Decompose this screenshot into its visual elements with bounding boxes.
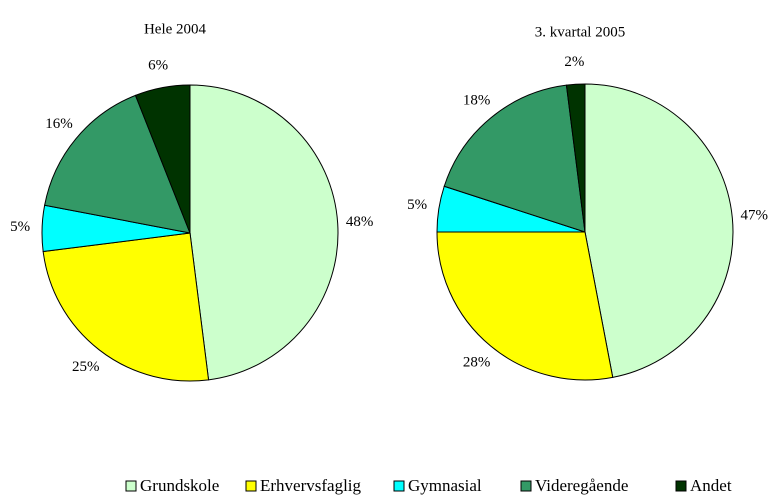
legend-swatch (125, 480, 137, 492)
data-label: 5% (407, 197, 427, 213)
data-label: 2% (564, 54, 584, 70)
legend-label: Gymnasial (408, 476, 482, 495)
pie-slice (443, 84, 586, 233)
pie-slice (584, 83, 734, 378)
legend-swatch (675, 480, 687, 492)
legend-label: Andet (690, 476, 732, 495)
pie-slice (134, 84, 191, 234)
legend-label: Videregående (535, 476, 628, 495)
pie-slice (565, 83, 586, 233)
pie-slice (44, 94, 191, 234)
pie-slice (436, 231, 614, 381)
legend-label: Grundskole (140, 476, 219, 495)
data-label: 5% (10, 219, 30, 235)
legend-swatch (520, 480, 532, 492)
pie-slice (42, 232, 210, 382)
data-label: 25% (72, 359, 100, 375)
data-label: 47% (740, 207, 768, 223)
data-label: 28% (463, 354, 491, 370)
legend-swatch (393, 480, 405, 492)
pie-slice (189, 84, 339, 381)
legend-swatch (245, 480, 257, 492)
data-label: 48% (346, 214, 374, 230)
data-label: 16% (45, 116, 73, 132)
data-label: 6% (148, 57, 168, 73)
data-label: 18% (463, 92, 491, 108)
chart-title: Hele 2004 (144, 21, 207, 37)
legend-label: Erhvervsfaglig (260, 476, 362, 495)
chart-title: 3. kvartal 2005 (535, 24, 625, 40)
